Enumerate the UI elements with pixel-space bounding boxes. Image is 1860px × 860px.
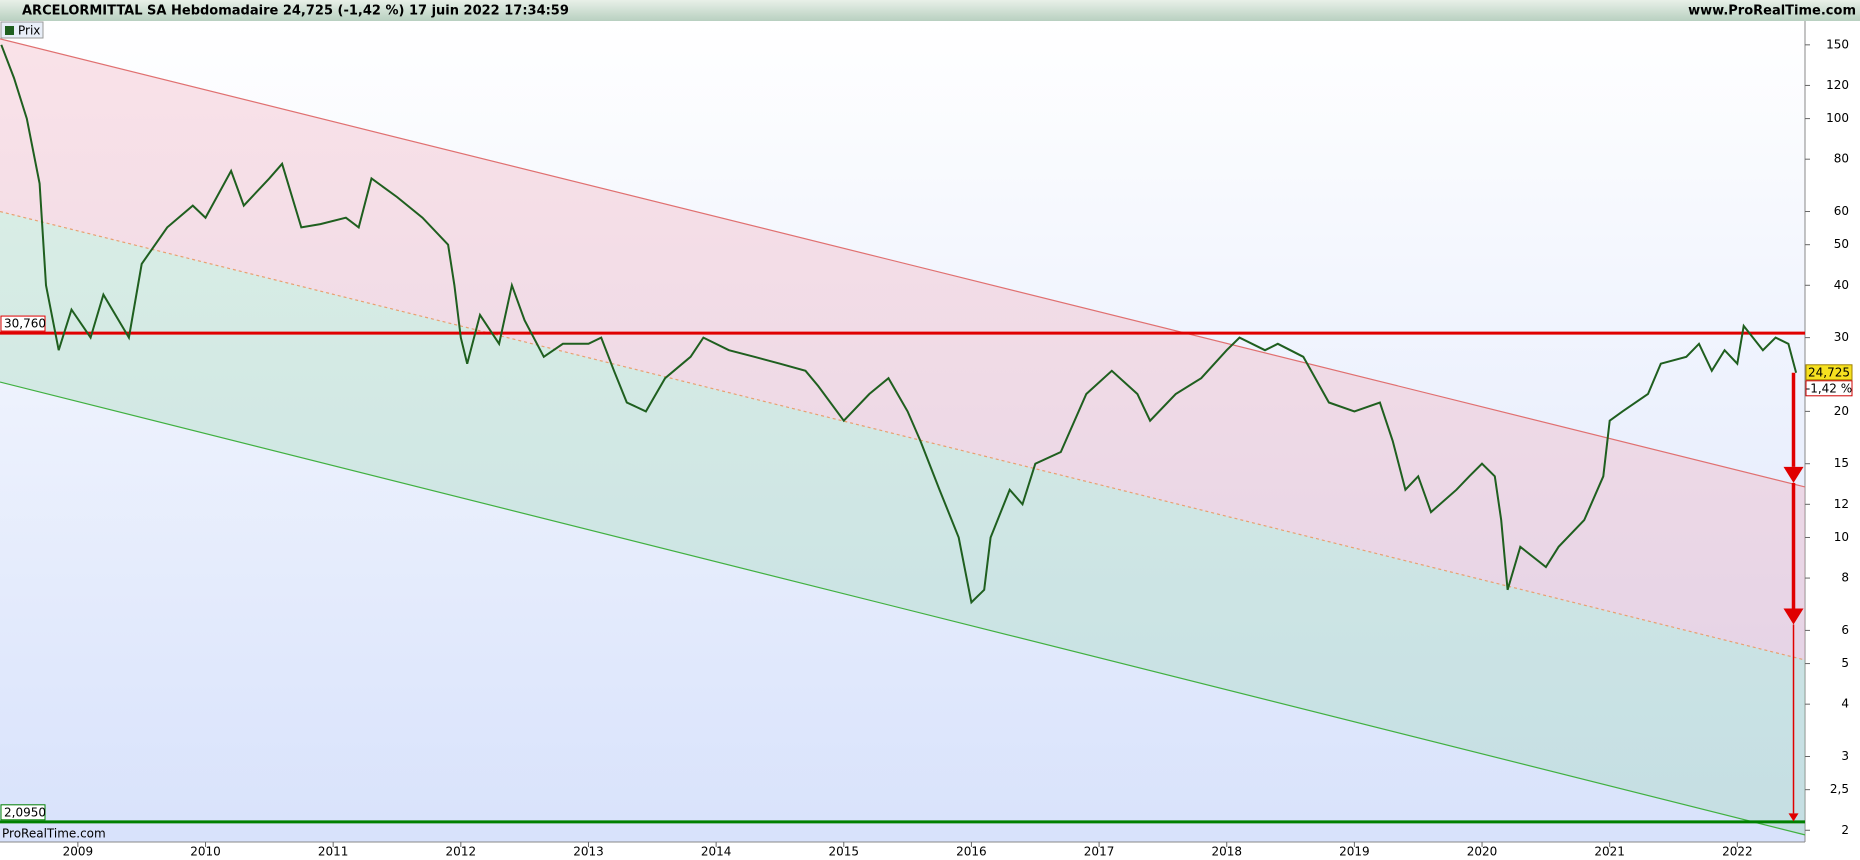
level-label: 2,0950 [4,805,46,819]
change-box [1805,380,1853,397]
arrow-head [1788,813,1799,822]
x-tick-label: 2014 [701,845,732,859]
channel-line [0,381,1806,836]
legend-label: Prix [18,24,40,38]
x-tick-label: 2017 [1084,845,1115,859]
legend-swatch [5,26,14,35]
x-tick-label: 2018 [1211,845,1242,859]
y-tick-label: 40 [1834,278,1849,292]
y-tick-label: 120 [1826,78,1849,92]
x-tick-label: 2009 [63,845,94,859]
y-tick-label: 100 [1826,111,1849,125]
arrow-head [1783,608,1804,625]
y-tick-label: 50 [1834,237,1849,251]
y-tick-label: 10 [1834,530,1849,544]
last-price-box [1805,364,1853,381]
y-tick-label: 3 [1841,749,1849,763]
y-axis-area [1805,21,1860,860]
channel-line [0,38,1806,488]
y-tick-label: 150 [1826,37,1849,51]
y-tick-label: 12 [1834,497,1849,511]
x-tick-label: 2021 [1594,845,1625,859]
y-tick-label: 15 [1834,456,1849,470]
x-tick-label: 2015 [829,845,860,859]
y-tick-label: 20 [1834,404,1849,418]
x-tick-label: 2020 [1467,845,1498,859]
x-tick-label: 2010 [190,845,221,859]
channel-line [0,210,1806,661]
price-line [0,44,1798,605]
y-tick-label: 8 [1841,571,1849,585]
y-tick-label: 2 [1841,823,1849,837]
plot-area [0,21,1805,842]
x-tick-label: 2011 [318,845,349,859]
level-label-box [0,804,46,821]
change-label: -1,42 % [1806,381,1852,395]
header-bar [0,0,1860,21]
channel-fill [0,211,1805,835]
x-tick-label: 2019 [1339,845,1370,859]
x-tick-label: 2012 [446,845,477,859]
x-tick-label: 2013 [573,845,604,859]
last-price-label: 24,725 [1808,365,1850,379]
x-tick-label: 2016 [956,845,987,859]
y-tick-label: 4 [1841,697,1849,711]
y-tick-label: 60 [1834,204,1849,218]
y-tick-label: 6 [1841,623,1849,637]
header-site[interactable]: www.ProRealTime.com [1688,4,1856,19]
header-title: ARCELORMITTAL SA Hebdomadaire 24,725 (-1… [22,4,569,19]
level-label: 30,760 [4,317,46,331]
channel-fill [0,38,1805,660]
y-tick-label: 30 [1834,330,1849,344]
y-tick-label: 5 [1841,656,1849,670]
x-tick-label: 2022 [1722,845,1753,859]
level-label-box [0,315,46,332]
y-tick-label: 2,5 [1830,782,1849,796]
watermark: ProRealTime.com [2,827,106,841]
y-tick-label: 80 [1834,152,1849,166]
arrow-head [1783,466,1804,483]
